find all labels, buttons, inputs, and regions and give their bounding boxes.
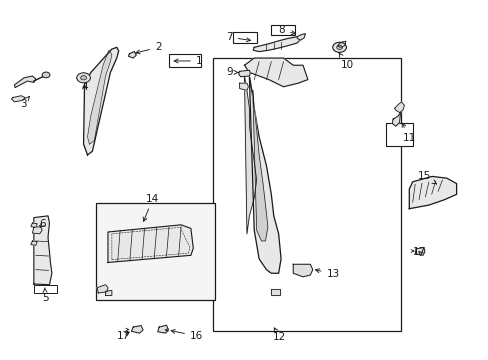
Text: 3: 3 [20,96,29,109]
Circle shape [332,42,346,52]
Bar [385,123,412,146]
Text: 6: 6 [39,220,46,229]
Text: 2: 2 [136,42,161,54]
Text: 15: 15 [417,171,436,184]
Text: 12: 12 [272,328,285,342]
Polygon shape [105,291,112,296]
Bar [96,203,215,300]
Text: 14: 14 [143,194,159,221]
Polygon shape [108,225,193,262]
Polygon shape [244,58,307,87]
Polygon shape [271,289,279,295]
Text: 1: 1 [174,56,202,66]
Polygon shape [249,76,281,273]
Polygon shape [87,50,112,144]
Text: 5: 5 [42,288,49,303]
Polygon shape [158,325,168,333]
Circle shape [81,76,86,80]
Polygon shape [14,76,36,87]
Polygon shape [244,76,256,234]
Bar [168,54,200,67]
Polygon shape [238,70,250,77]
Polygon shape [293,264,312,277]
Text: 17: 17 [117,331,130,341]
Text: 17: 17 [412,247,426,257]
Polygon shape [32,226,42,234]
Polygon shape [252,90,267,241]
Polygon shape [11,96,25,102]
Polygon shape [131,325,143,333]
Polygon shape [34,216,52,285]
Polygon shape [97,285,108,293]
Polygon shape [337,41,345,47]
Polygon shape [253,37,300,51]
Text: 9: 9 [226,67,238,77]
Circle shape [42,72,50,78]
Circle shape [77,73,90,83]
Polygon shape [128,51,136,58]
Text: 16: 16 [171,329,203,341]
Text: 11: 11 [401,123,415,143]
Polygon shape [414,247,424,255]
Text: 13: 13 [315,269,339,279]
Bar [212,58,400,330]
Polygon shape [83,47,119,155]
Polygon shape [297,34,305,40]
Bar [232,32,257,42]
Bar [271,26,294,36]
Polygon shape [391,113,400,126]
Polygon shape [408,176,456,209]
Polygon shape [394,102,404,113]
Text: 7: 7 [226,32,250,42]
Polygon shape [31,241,37,245]
Text: 8: 8 [278,26,295,35]
Circle shape [130,52,136,56]
Circle shape [336,45,342,49]
Text: 4: 4 [81,82,88,93]
Polygon shape [31,223,37,227]
Polygon shape [239,83,248,90]
Bar [34,285,57,293]
Text: 10: 10 [339,53,353,69]
